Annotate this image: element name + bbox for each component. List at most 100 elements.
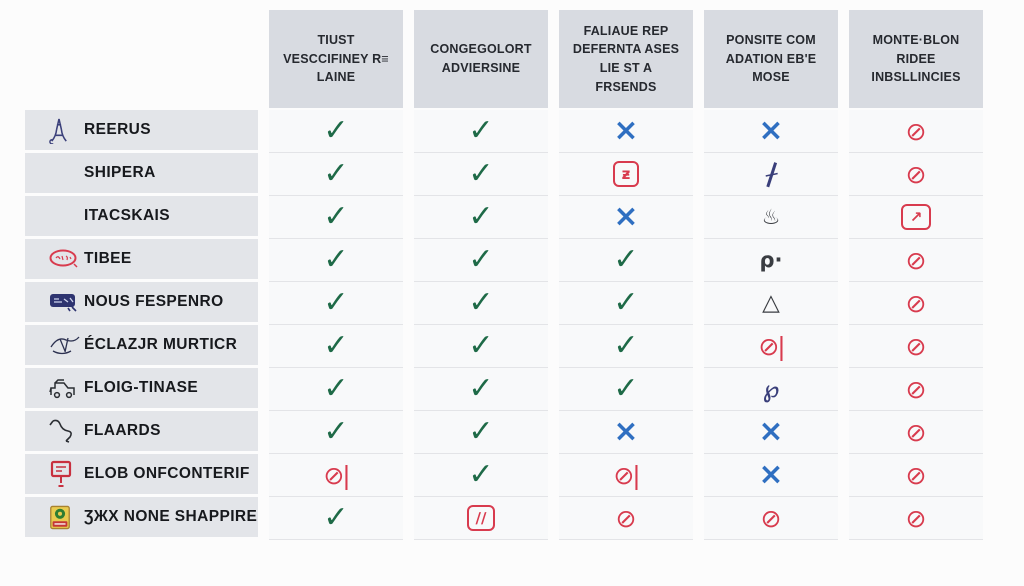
cross-symbol: × [758,414,784,449]
red-sign-icon [48,459,82,489]
check-symbol: ✓ [468,199,494,234]
slash-crossed-symbol: ∤ [760,157,782,191]
table-cell: △ [704,282,838,325]
no-symbol: ⊘ [905,116,927,146]
check-symbol: ✓ [323,285,349,320]
row-label-2: SHIPERA [25,153,258,196]
no-symbol: ⊘ [905,159,927,189]
no-symbol: ⊘ [905,374,927,404]
scribble-symbol: ♨ [761,204,781,229]
row-label-9: ELOB ONFCONTERIF [25,454,258,497]
table-cell: ⊘ [704,497,838,540]
row-label-text: SHIPERA [84,164,156,181]
row-label-text: TIBEE [84,250,132,267]
row-label-7: FLOIG-TINASE [25,368,258,411]
column-header-2: CONGEGOLORT ADVIERSINE [414,10,548,108]
table-cell: ⊘ [849,325,983,368]
row-label-4: TIBEE [25,239,258,282]
check-symbol: ✓ [468,113,494,148]
table-cell: ƶ [559,153,693,196]
comparison-table: TIUST VESCCIFINEY R≡ LAINE CONGEGOLORT AD… [25,10,1024,540]
machine-sketch-icon [48,376,82,400]
row-label-text: FLAARDS [84,422,161,439]
table-cell: ✓ [269,497,403,540]
table-cell: ✓ [269,196,403,239]
check-symbol: ✓ [323,414,349,449]
table-cell: ✓ [414,282,548,325]
table-cell: × [704,454,838,497]
row-label-8: FLAARDS [25,411,258,454]
table-cell: ✓ [269,325,403,368]
table-cell: ✓ [559,239,693,282]
row-label-text: ÉCLAZJR MURTICR [84,336,238,353]
check-symbol: ✓ [468,328,494,363]
no-symbol: ⊘ [905,288,927,318]
table-cell: ✓ [269,282,403,325]
red-badge-icon [48,248,82,270]
table-cell: × [559,196,693,239]
table-cell: ✓ [414,196,548,239]
check-symbol: ✓ [323,328,349,363]
table-cell: ✓ [559,368,693,411]
row-label-6: ÉCLAZJR MURTICR [25,325,258,368]
table-cell: ⊘ [849,497,983,540]
product-pack-icon [48,504,82,531]
no-symbol: ⊘ [905,460,927,490]
cross-symbol: × [613,113,639,148]
row-label-3: ITACSKAIS [25,196,258,239]
no-bar-symbol: ⊘| [613,460,640,490]
no-bar-symbol: ⊘| [323,460,350,490]
row-label-5: NOUS FESPENRO [25,282,258,325]
check-symbol: ✓ [323,113,349,148]
table-cell: ♨ [704,196,838,239]
table-cell: ⊘| [559,454,693,497]
row-label-10: ƷЖX NONE SHAPPIRE [25,497,258,540]
table-cell: ✓ [414,153,548,196]
no-symbol: ⊘ [905,503,927,533]
loops-symbol: ℘ [762,375,780,403]
no-symbol: ⊘ [905,331,927,361]
no-symbol: ⊘ [615,503,637,533]
table-cell: ✓ [269,411,403,454]
table-cell: ✓ [559,325,693,368]
navy-stamp-icon [48,291,82,313]
table-cell: ⊘ [849,411,983,454]
table-cell: ✓ [414,454,548,497]
row-label-text: ITACSKAIS [84,207,170,224]
table-cell: × [559,411,693,454]
no-symbol: ⊘ [905,417,927,447]
no-bar-symbol: ⊘| [758,331,785,361]
comparison-table-page: TIUST VESCCIFINEY R≡ LAINE CONGEGOLORT AD… [0,10,1024,586]
ink-sketch-icon [48,333,82,357]
table-cell: ✓ [269,368,403,411]
check-symbol: ✓ [323,242,349,277]
column-header-3: FALIAUE REP DEFERNTA ASES LIE ST A FRSEN… [559,10,693,108]
table-cell: ∕∕ [414,497,548,540]
table-cell: ↗ [849,196,983,239]
table-cell: ✓ [414,411,548,454]
check-symbol: ✓ [468,242,494,277]
hook-sketch-icon [48,418,82,444]
cross-symbol: × [613,414,639,449]
check-symbol: ✓ [323,156,349,191]
column-header-5: MONTE·BLON RIDEE INBSLLINCIES [849,10,983,108]
check-symbol: ✓ [613,285,639,320]
table-cell: ⊘ [849,368,983,411]
table-cell: ⊘ [849,110,983,153]
table-cell: ⊘| [704,325,838,368]
no-symbol: ⊘ [760,503,782,533]
triangle-symbol: △ [762,289,780,316]
check-symbol: ✓ [613,371,639,406]
table-cell: × [559,110,693,153]
table-cell: ✓ [269,110,403,153]
table-cell: ✓ [414,325,548,368]
table-cell: ✓ [559,282,693,325]
check-symbol: ✓ [613,328,639,363]
table-cell: ∤ [704,153,838,196]
check-symbol: ✓ [468,156,494,191]
cross-symbol: × [613,199,639,234]
row-label-text: FLOIG-TINASE [84,379,199,396]
table-cell: ρ· [704,239,838,282]
table-cell: ⊘ [559,497,693,540]
check-symbol: ✓ [323,500,349,535]
